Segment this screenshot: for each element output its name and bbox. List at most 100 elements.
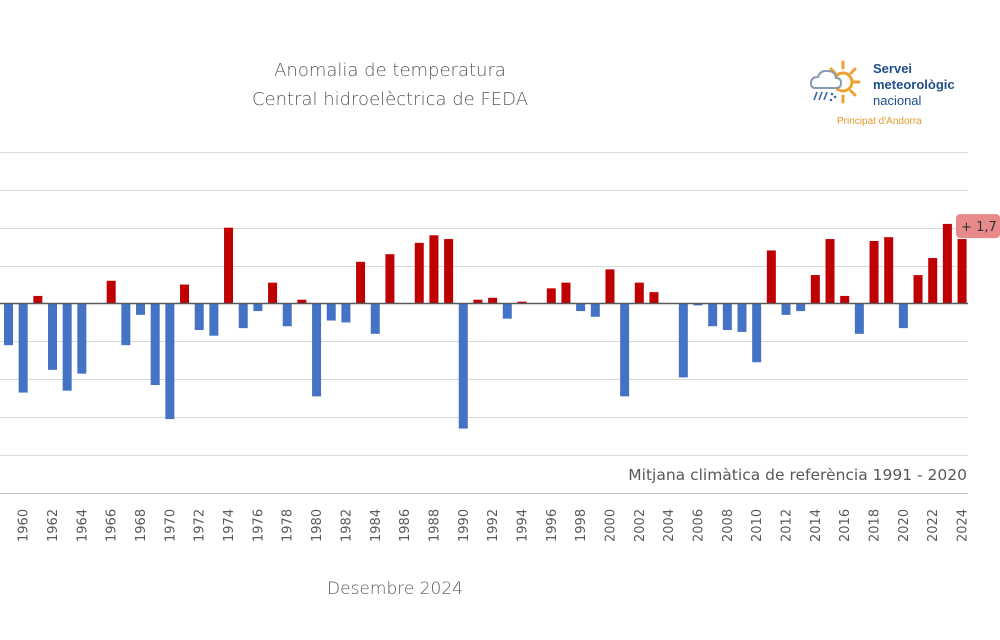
bar-1984 xyxy=(370,303,380,334)
bar-1989 xyxy=(444,239,454,304)
x-tick-label: 2008 xyxy=(721,509,736,542)
bar-1968 xyxy=(136,303,146,315)
bar-1994 xyxy=(517,301,527,304)
bar-1967 xyxy=(121,303,131,346)
bar-1976 xyxy=(253,303,263,312)
bar-1978 xyxy=(282,303,292,327)
x-tick-label: 2004 xyxy=(662,509,677,542)
chart-title-line2: Central hidroelèctrica de FEDA xyxy=(251,89,529,110)
x-tick-label: 1996 xyxy=(545,509,560,542)
bar-1979 xyxy=(297,299,307,304)
bar-2012 xyxy=(781,303,791,315)
bar-1964 xyxy=(77,303,87,374)
x-tick-label: 2002 xyxy=(633,509,648,542)
bar-1996 xyxy=(546,288,556,304)
x-tick-label: 1964 xyxy=(75,509,90,542)
annotation-callout-box xyxy=(956,214,1000,239)
bar-1987 xyxy=(414,242,424,304)
bar-1988 xyxy=(429,235,439,304)
bar-1983 xyxy=(356,261,366,304)
bar-1981 xyxy=(326,303,336,321)
bar-1970 xyxy=(165,303,175,420)
bar-2008 xyxy=(722,303,732,331)
bar-2003 xyxy=(649,292,659,304)
bar-1971 xyxy=(180,284,190,304)
x-tick-label: 1972 xyxy=(193,509,208,542)
x-tick-label: 1960 xyxy=(17,509,32,542)
x-tick-label: 1990 xyxy=(457,509,472,542)
x-tick-label: 1984 xyxy=(369,509,384,542)
sun-cloud-rain-icon xyxy=(809,60,861,104)
bar-1997 xyxy=(561,282,571,304)
bar-1999 xyxy=(590,303,600,317)
bar-2011 xyxy=(766,250,776,304)
x-tick-label: 1974 xyxy=(222,509,237,542)
bar-1959 xyxy=(4,303,13,346)
bar-2001 xyxy=(620,303,630,397)
x-tick-label: 2024 xyxy=(956,509,971,542)
logo-line1: Servei xyxy=(873,61,913,76)
bar-2014 xyxy=(810,275,820,304)
chart-title-line1: Anomalia de temperatura xyxy=(274,60,506,81)
x-tick-label: 2020 xyxy=(897,509,912,542)
bar-2010 xyxy=(752,303,762,363)
bar-1982 xyxy=(341,303,351,323)
x-tick-label: 2018 xyxy=(868,509,883,542)
bar-2023 xyxy=(942,223,952,304)
bar-1992 xyxy=(488,297,498,304)
bar-2007 xyxy=(708,303,718,327)
x-tick-label: 2022 xyxy=(926,509,941,542)
bar-1975 xyxy=(238,303,248,329)
x-tick-label: 2012 xyxy=(780,509,795,542)
x-tick-label: 2006 xyxy=(691,509,706,542)
x-tick-label: 2010 xyxy=(750,509,765,542)
logo-text: Servei meteorològic nacional xyxy=(873,61,955,109)
bar-1972 xyxy=(194,303,204,331)
x-tick-label: 1982 xyxy=(339,509,354,542)
bar-1993 xyxy=(502,303,512,319)
x-tick-label: 1968 xyxy=(134,509,149,542)
bar-1961 xyxy=(33,295,43,304)
smn-logo: Servei meteorològic nacional Principat d… xyxy=(805,58,985,133)
x-tick-label: 2000 xyxy=(603,509,618,542)
x-tick-label: 1966 xyxy=(105,509,120,542)
bar-1974 xyxy=(224,227,234,304)
x-tick-label: 1980 xyxy=(310,509,325,542)
bar-2020 xyxy=(898,303,908,329)
x-tick-label: 1970 xyxy=(163,509,178,542)
logo-line3: nacional xyxy=(873,93,922,108)
logo-subline: Principat d'Andorra xyxy=(837,116,922,127)
bar-1985 xyxy=(385,254,395,304)
bars xyxy=(4,223,967,429)
bar-1991 xyxy=(473,299,483,304)
chart-subtitle: Desembre 2024 xyxy=(327,579,463,599)
bar-1990 xyxy=(458,303,468,429)
x-tick-label: 1992 xyxy=(486,509,501,542)
x-tick-label: 1986 xyxy=(398,509,413,542)
bar-1973 xyxy=(209,303,219,336)
x-tick-label: 1976 xyxy=(251,509,266,542)
bar-1962 xyxy=(48,303,58,370)
x-axis-tick-labels: 1960 1962 1964 1966 1968 1970 1972 1974 1976 1978… xyxy=(17,509,971,542)
x-tick-label: 1994 xyxy=(515,509,530,542)
x-tick-label: 1998 xyxy=(574,509,589,542)
reference-period-note: Mitjana climàtica de referència 1991 - 2… xyxy=(628,466,967,484)
bar-1966 xyxy=(106,280,116,304)
bar-1960 xyxy=(18,303,28,393)
bar-2019 xyxy=(884,237,894,304)
x-tick-label: 2016 xyxy=(838,509,853,542)
bar-1998 xyxy=(576,303,586,312)
annotation-callout: + 1,7 xyxy=(956,214,1000,239)
gridlines xyxy=(0,152,968,494)
bar-2018 xyxy=(869,240,879,304)
x-tick-label: 1962 xyxy=(46,509,61,542)
bar-2017 xyxy=(854,303,864,334)
bar-1969 xyxy=(150,303,160,385)
bar-2006 xyxy=(693,303,703,306)
bar-2000 xyxy=(605,269,615,304)
bar-2005 xyxy=(678,303,688,378)
bar-2024 xyxy=(957,239,967,304)
bar-2022 xyxy=(928,258,938,304)
bar-2021 xyxy=(913,275,923,304)
